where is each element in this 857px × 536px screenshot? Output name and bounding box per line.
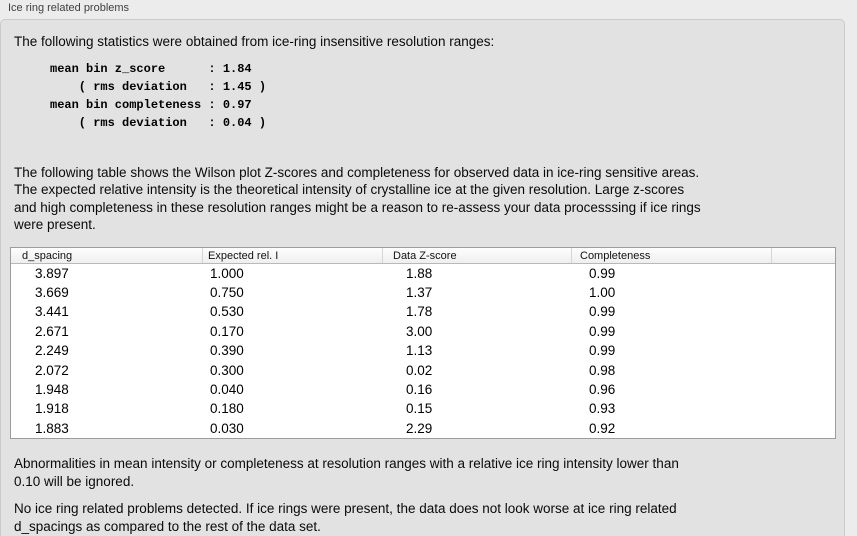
conclusion-text: No ice ring related problems detected. I…	[14, 501, 677, 534]
table-cell: 0.750	[210, 285, 244, 301]
table-cell: 0.180	[210, 401, 244, 417]
table-row[interactable]: 1.883 0.030 2.29 0.92	[11, 419, 835, 438]
table-cell: 1.883	[35, 420, 69, 436]
table-cell: 0.02	[406, 362, 433, 378]
table-cell: 1.78	[406, 304, 433, 320]
table-cell: 0.040	[210, 382, 244, 398]
column-header-expected-rel-i[interactable]: Expected rel. I	[202, 247, 382, 263]
table-row[interactable]: 2.671 0.170 3.00 0.99	[11, 322, 835, 341]
ice-ring-table: d_spacing Expected rel. I Data Z-score C…	[10, 246, 836, 440]
table-cell: 0.99	[589, 323, 616, 339]
column-header-completeness[interactable]: Completeness	[571, 247, 771, 263]
table-header-row: d_spacing Expected rel. I Data Z-score C…	[11, 247, 835, 264]
table-cell: 1.00	[589, 285, 616, 301]
table-row[interactable]: 2.072 0.300 0.02 0.98	[11, 360, 835, 379]
table-cell: 0.96	[589, 382, 616, 398]
stats-monospace-block: mean bin z_score : 1.84 ( rms deviation …	[50, 61, 267, 130]
table-cell: 3.897	[35, 265, 69, 281]
table-row[interactable]: 1.918 0.180 0.15 0.93	[11, 399, 835, 418]
table-cell: 0.98	[589, 362, 616, 378]
table-cell: 1.88	[406, 265, 433, 281]
table-row[interactable]: 3.669 0.750 1.37 1.00	[11, 283, 835, 302]
table-row[interactable]: 3.441 0.530 1.78 0.99	[11, 302, 835, 321]
table-cell: 0.99	[589, 343, 616, 359]
table-cell: 0.99	[589, 304, 616, 320]
table-cell: 0.16	[406, 382, 433, 398]
column-header-d-spacing[interactable]: d_spacing	[22, 249, 73, 262]
table-cell: 0.92	[589, 420, 616, 436]
table-intro-text: The following table shows the Wilson plo…	[14, 164, 701, 233]
table-cell: 3.669	[35, 285, 69, 301]
ignore-note-text: Abnormalities in mean intensity or compl…	[14, 456, 679, 489]
table-body: 3.897 1.000 1.88 0.99 3.669 0.750 1.37 1.00 3.44…	[11, 264, 835, 439]
table-cell: 3.441	[35, 304, 69, 320]
table-cell: 1.37	[406, 285, 433, 301]
table-row[interactable]: 3.897 1.000 1.88 0.99	[11, 264, 835, 283]
table-row[interactable]: 2.249 0.390 1.13 0.99	[11, 341, 835, 360]
table-cell: 1.13	[406, 343, 433, 359]
table-cell: 2.072	[35, 362, 69, 378]
table-cell: 3.00	[406, 323, 433, 339]
table-cell: 0.530	[210, 304, 244, 320]
table-row[interactable]: 1.948 0.040 0.16 0.96	[11, 380, 835, 399]
table-cell: 0.93	[589, 401, 616, 417]
table-cell: 0.170	[210, 323, 244, 339]
table-cell: 0.15	[406, 401, 433, 417]
table-cell: 1.918	[35, 401, 69, 417]
table-cell: 0.99	[589, 265, 616, 281]
table-cell: 0.030	[210, 420, 244, 436]
table-cell: 2.671	[35, 323, 69, 339]
table-cell: 2.249	[35, 343, 69, 359]
column-header-empty	[771, 247, 835, 263]
panel-title: Ice ring related problems	[8, 2, 130, 14]
ice-ring-groupbox: The following statistics were obtained f…	[0, 19, 845, 536]
table-cell: 1.000	[210, 265, 244, 281]
table-cell: 0.390	[210, 343, 244, 359]
stats-intro-text: The following statistics were obtained f…	[14, 34, 495, 49]
table-cell: 0.300	[210, 362, 244, 378]
table-cell: 2.29	[406, 420, 433, 436]
column-header-data-z-score[interactable]: Data Z-score	[382, 247, 571, 263]
table-cell: 1.948	[35, 382, 69, 398]
